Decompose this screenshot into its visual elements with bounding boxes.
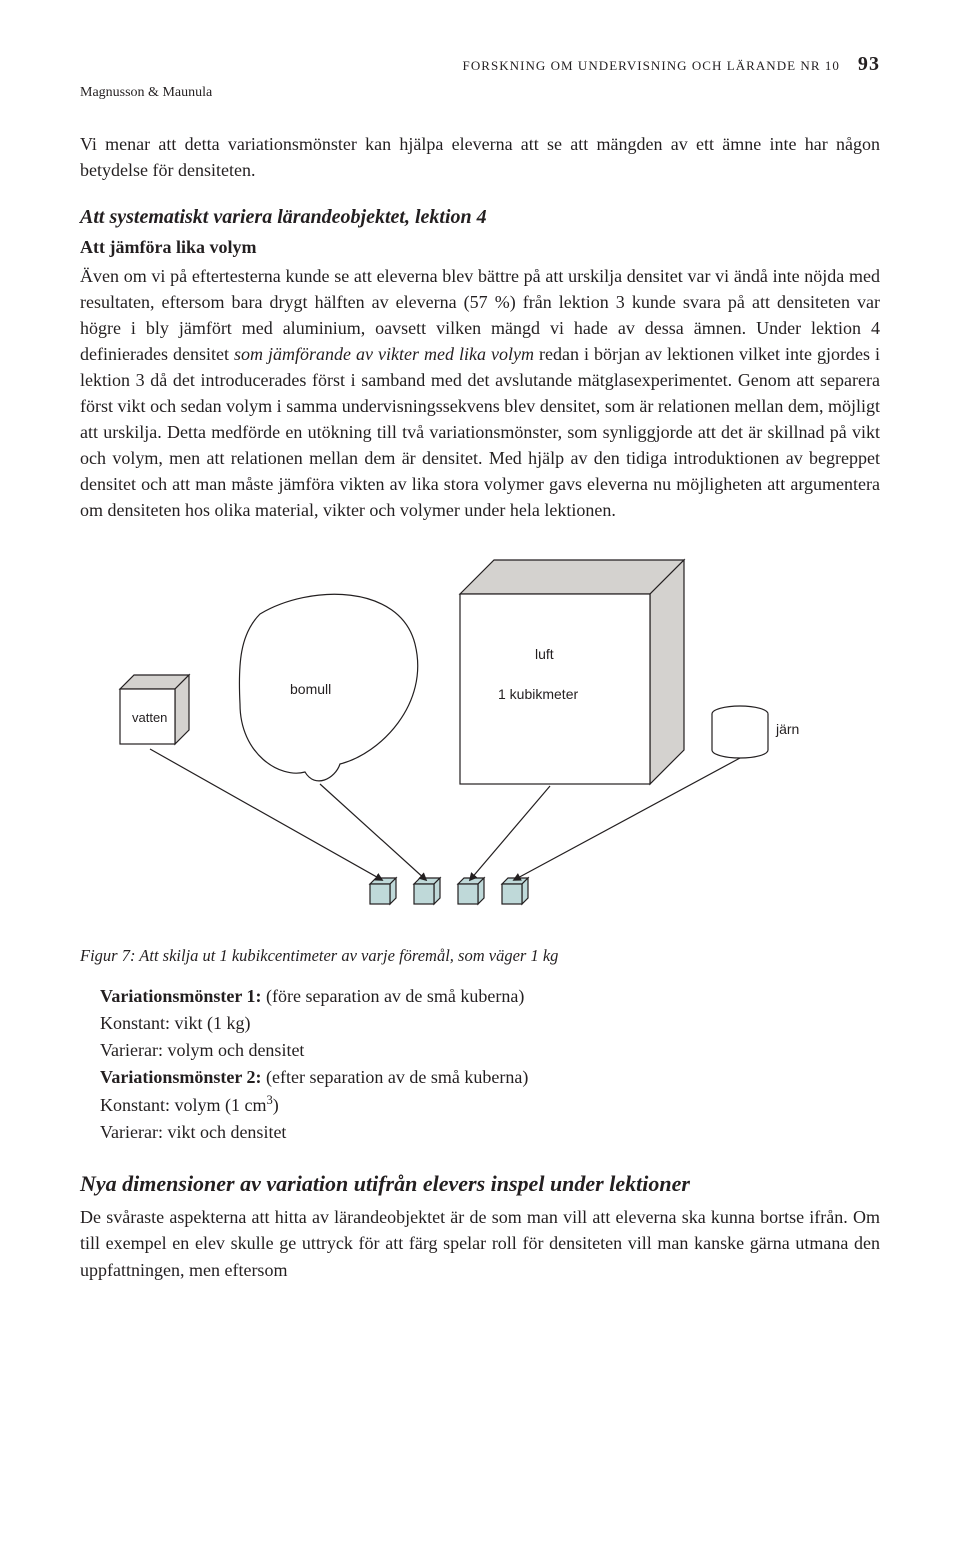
svg-text:luft: luft bbox=[535, 646, 554, 662]
subsection-heading: Nya dimensioner av variation utifrån ele… bbox=[80, 1168, 880, 1200]
vm2-varierar: Varierar: vikt och densitet bbox=[100, 1119, 880, 1146]
svg-text:1 kubikmeter: 1 kubikmeter bbox=[498, 686, 578, 702]
vm1-paren: (före separation av de små kuberna) bbox=[266, 986, 524, 1006]
section-title: Att systematiskt variera lärandeobjektet… bbox=[80, 203, 880, 232]
vm1-label: Variationsmönster 1: bbox=[100, 986, 266, 1006]
vm1-konstant: Konstant: vikt (1 kg) bbox=[100, 1010, 880, 1037]
svg-text:bomull: bomull bbox=[290, 681, 331, 697]
svg-text:vatten: vatten bbox=[132, 710, 167, 725]
closing-paragraph: De svåraste aspekterna att hitta av lära… bbox=[80, 1204, 880, 1282]
variation-patterns: Variationsmönster 1: (före separation av… bbox=[100, 983, 880, 1146]
authors: Magnusson & Maunula bbox=[80, 83, 880, 103]
intro-paragraph: Vi menar att detta variationsmönster kan… bbox=[80, 131, 880, 183]
svg-text:järn: järn bbox=[775, 721, 799, 737]
figure-7: vatten bomull luft 1 kubikmeter järn bbox=[80, 554, 880, 934]
main-paragraph: Även om vi på eftertesterna kunde se att… bbox=[80, 263, 880, 524]
main-para-post: redan i början av lektionen vilket inte … bbox=[80, 344, 880, 521]
page-number: 93 bbox=[858, 50, 880, 79]
vm2-paren: (efter separation av de små kuberna) bbox=[266, 1067, 528, 1087]
vm2-label: Variationsmönster 2: bbox=[100, 1067, 266, 1087]
main-para-italic: som jämförande av vikter med lika volym bbox=[234, 344, 534, 364]
vm2-konstant: Konstant: volym (1 cm3) bbox=[100, 1091, 880, 1119]
running-head-row: FORSKNING OM UNDERVISNING OCH LÄRANDE NR… bbox=[80, 50, 880, 79]
running-head: FORSKNING OM UNDERVISNING OCH LÄRANDE NR… bbox=[463, 57, 840, 76]
section-subtitle: Att jämföra lika volym bbox=[80, 234, 880, 260]
vm1-varierar: Varierar: volym och densitet bbox=[100, 1037, 880, 1064]
figure-svg: vatten bomull luft 1 kubikmeter järn bbox=[80, 554, 880, 934]
figure-caption: Figur 7: Att skilja ut 1 kubikcentimeter… bbox=[80, 944, 880, 968]
